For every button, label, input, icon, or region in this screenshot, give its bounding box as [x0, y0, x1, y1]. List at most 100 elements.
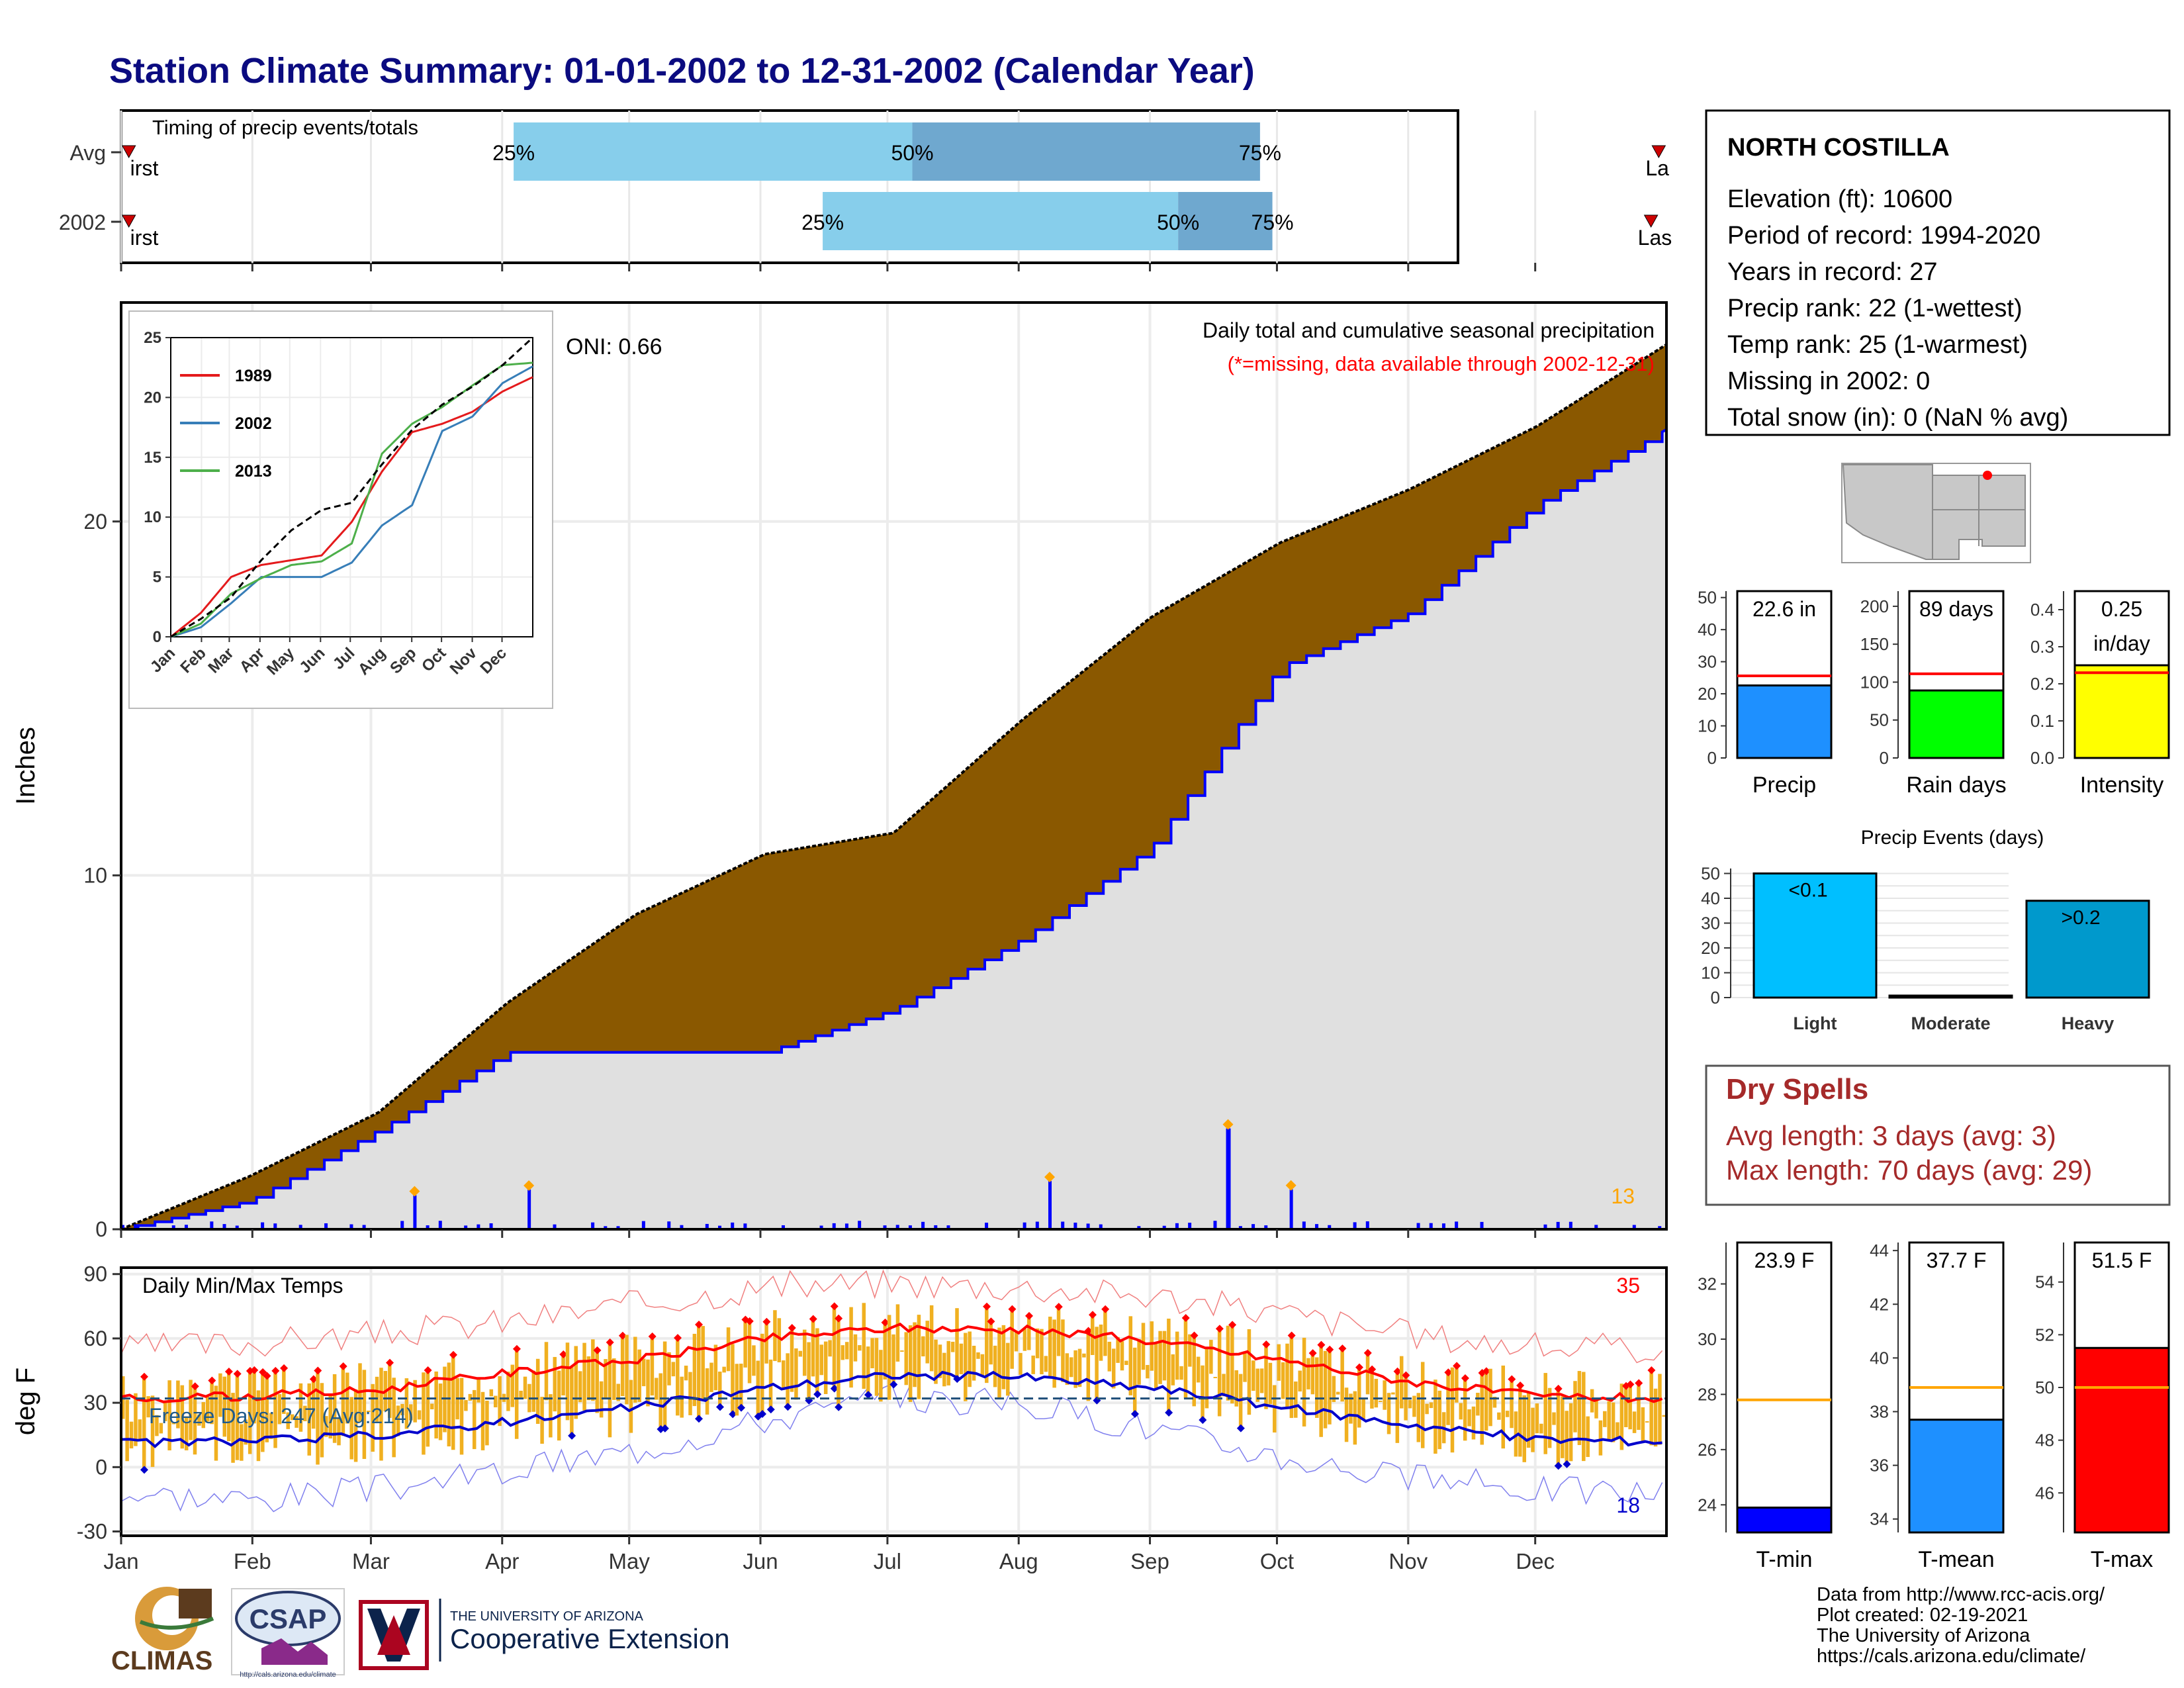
month-tick-label: Jan: [103, 1549, 138, 1573]
hot-day-marker: [1444, 1368, 1453, 1377]
daily-temp-bar: [815, 1328, 819, 1395]
daily-precip-bar: [1251, 1224, 1255, 1229]
daily-temp-bar: [240, 1424, 244, 1461]
summary-bar-intensity: [2073, 664, 2170, 759]
hot-day-marker: [424, 1366, 432, 1375]
hot-day-marker: [559, 1350, 568, 1358]
daily-precip-bar: [1188, 1223, 1192, 1229]
daily-temp-bar: [1607, 1401, 1611, 1440]
summary-y-tick: 46: [2035, 1483, 2054, 1503]
hot-day-marker: [674, 1334, 682, 1342]
daily-precip-bar: [1226, 1128, 1231, 1229]
daily-temp-bar: [1370, 1370, 1374, 1409]
daily-temp-bar: [1467, 1409, 1471, 1427]
daily-temp-bar: [1611, 1402, 1615, 1442]
summary-y-tick: 0.2: [2030, 674, 2054, 694]
summary-y-tick: 26: [1698, 1440, 1717, 1460]
hot-day-marker: [1355, 1363, 1363, 1372]
month-tick-label: May: [608, 1549, 650, 1573]
daily-temp-bar: [637, 1349, 641, 1402]
daily-temp-bar: [595, 1350, 599, 1413]
daily-temp-bar: [752, 1345, 756, 1376]
daily-precip-bar: [349, 1224, 353, 1229]
daily-temp-bar: [608, 1342, 612, 1438]
summary-y-tick: 0.0: [2030, 748, 2054, 768]
csap-logo[interactable]: CSAP http://cals.arizona.edu/climate: [231, 1588, 345, 1679]
daily-temp-bar: [1264, 1344, 1268, 1409]
daily-temp-bar: [1455, 1366, 1459, 1403]
daily-temp-bar: [451, 1355, 455, 1450]
climas-logo[interactable]: CLIMAS: [111, 1587, 214, 1675]
hot-day-marker: [250, 1366, 259, 1374]
daily-temp-bar: [155, 1415, 159, 1436]
hot-day-marker: [1635, 1379, 1643, 1387]
daily-precip-bar: [438, 1221, 442, 1229]
daily-temp-bar: [1154, 1343, 1158, 1390]
daily-temp-bar: [180, 1385, 185, 1449]
daily-temp-bar: [519, 1390, 523, 1398]
daily-temp-bar: [1649, 1371, 1653, 1446]
daily-temp-bar: [480, 1391, 485, 1450]
daily-temp-bar: [895, 1304, 900, 1362]
daily-temp-bar: [1641, 1407, 1645, 1443]
daily-temp-bar: [1603, 1411, 1607, 1427]
daily-temp-bar: [142, 1377, 146, 1470]
hot-day-marker: [1025, 1311, 1034, 1320]
daily-temp-bar: [265, 1376, 269, 1442]
daily-temp-bar: [688, 1372, 692, 1415]
daily-temp-bar: [1658, 1374, 1662, 1445]
daily-precip-bar: [819, 1225, 823, 1229]
last-event-label: Las: [1638, 226, 1672, 250]
summary-y-tick: 36: [1870, 1456, 1889, 1476]
daily-temp-bar: [1624, 1386, 1628, 1427]
daily-temp-bar: [629, 1380, 633, 1433]
hot-day-marker: [1363, 1348, 1372, 1357]
daily-precip-bar: [1175, 1223, 1179, 1229]
daily-precip-bar: [171, 1225, 175, 1229]
footer-line-1: Data from http://www.rcc-acis.org/: [1817, 1584, 2105, 1605]
daily-temp-bar: [1645, 1421, 1649, 1423]
summary-y-tick: 52: [2035, 1325, 2054, 1344]
daily-temp-bar: [1476, 1393, 1480, 1416]
cold-day-marker: [889, 1380, 898, 1389]
summary-y-tick: 0: [1880, 748, 1889, 768]
daily-temp-bar: [764, 1322, 768, 1364]
daily-temp-bar: [1137, 1338, 1141, 1385]
daily-temp-bar: [1217, 1329, 1222, 1417]
daily-temp-bar: [913, 1322, 917, 1387]
daily-temp-bar: [625, 1335, 629, 1405]
daily-temp-bar: [1539, 1423, 1543, 1434]
daily-temp-bar: [510, 1364, 515, 1407]
university-of-arizona-logo[interactable]: THE UNIVERSITY OF ARIZONA Cooperative Ex…: [359, 1599, 730, 1670]
daily-temp-bar: [1205, 1348, 1209, 1409]
daily-temp-bar: [1128, 1316, 1133, 1395]
cumulative-2002-line: [121, 428, 1668, 1231]
daily-temp-bar: [662, 1341, 667, 1429]
summary-value-label: 0.25: [2101, 597, 2142, 621]
precip-panel-label: Daily total and cumulative seasonal prec…: [1203, 318, 1655, 342]
cold-day-marker: [1563, 1460, 1571, 1468]
daily-temp-bar: [379, 1368, 383, 1461]
daily-temp-bar: [578, 1371, 582, 1403]
daily-temp-bar: [684, 1366, 688, 1381]
first-event-marker: [121, 145, 136, 159]
inset-line-2002: [170, 365, 533, 638]
hot-day-marker: [1262, 1340, 1271, 1348]
daily-temp-bar: [1141, 1323, 1146, 1370]
daily-precip-bar: [718, 1225, 722, 1229]
hot-day-marker: [1626, 1380, 1635, 1389]
daily-precip-bar: [1543, 1224, 1547, 1229]
daily-temp-bar: [1573, 1381, 1577, 1432]
daily-temp-bar: [1277, 1344, 1281, 1381]
daily-temp-bar: [328, 1393, 332, 1439]
csap-logo-url: http://cals.arizona.edu/climate: [240, 1671, 336, 1679]
inset-y-tick: 0: [153, 628, 161, 646]
hot-day-marker: [1181, 1314, 1190, 1323]
daily-temp-bar: [197, 1414, 201, 1426]
daily-temp-bar: [1501, 1365, 1506, 1449]
hot-day-marker: [606, 1338, 614, 1346]
daily-temp-bar: [1107, 1341, 1112, 1372]
cold-day-marker: [737, 1403, 745, 1412]
month-axis: Jan Feb Mar Apr May Jun Jul Aug Sep Oct Nov Dec: [103, 263, 1555, 1573]
